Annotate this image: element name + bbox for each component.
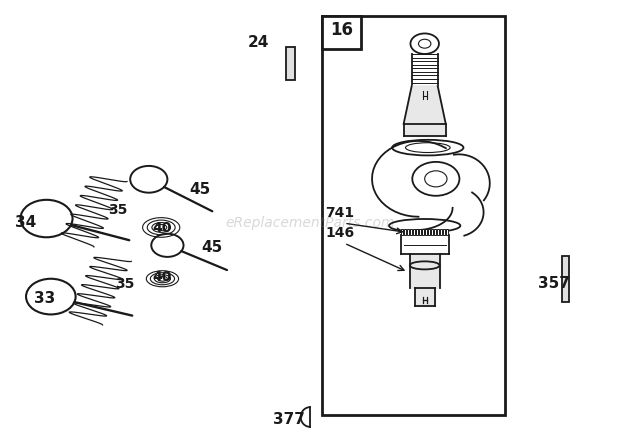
Polygon shape — [401, 235, 449, 254]
Polygon shape — [404, 86, 446, 124]
Text: 40: 40 — [152, 221, 171, 235]
Bar — [434, 229, 436, 235]
Bar — [286, 47, 294, 80]
Text: 35: 35 — [115, 277, 134, 291]
Polygon shape — [404, 124, 446, 136]
Bar — [404, 229, 406, 235]
Text: 146: 146 — [326, 226, 355, 240]
Text: 24: 24 — [248, 35, 269, 50]
Bar — [401, 229, 403, 235]
Bar — [418, 229, 421, 235]
Text: 34: 34 — [16, 215, 37, 231]
Bar — [322, 16, 505, 415]
Bar — [446, 229, 448, 235]
Text: 45: 45 — [189, 182, 210, 197]
Bar — [413, 229, 415, 235]
Text: eReplacementParts.com: eReplacementParts.com — [225, 216, 395, 230]
Text: 33: 33 — [34, 291, 55, 306]
Bar — [416, 229, 418, 235]
Polygon shape — [415, 288, 435, 306]
Polygon shape — [410, 254, 440, 288]
Text: 45: 45 — [202, 240, 223, 255]
Text: 357: 357 — [538, 276, 570, 291]
Text: 377: 377 — [273, 412, 304, 427]
Text: 741: 741 — [326, 206, 355, 220]
Bar — [422, 229, 424, 235]
Text: 35: 35 — [108, 203, 128, 217]
Bar — [410, 229, 412, 235]
Bar — [322, 16, 361, 49]
Bar — [440, 229, 442, 235]
Bar — [428, 229, 430, 235]
Bar — [443, 229, 445, 235]
Bar — [407, 229, 409, 235]
Bar — [562, 256, 569, 302]
Text: 40: 40 — [152, 270, 171, 284]
Bar — [425, 229, 427, 235]
Bar — [431, 229, 433, 235]
Bar — [437, 229, 439, 235]
Text: 16: 16 — [330, 21, 353, 39]
